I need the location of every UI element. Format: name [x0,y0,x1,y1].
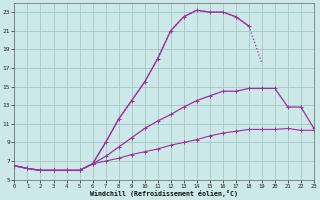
X-axis label: Windchill (Refroidissement éolien,°C): Windchill (Refroidissement éolien,°C) [90,190,238,197]
